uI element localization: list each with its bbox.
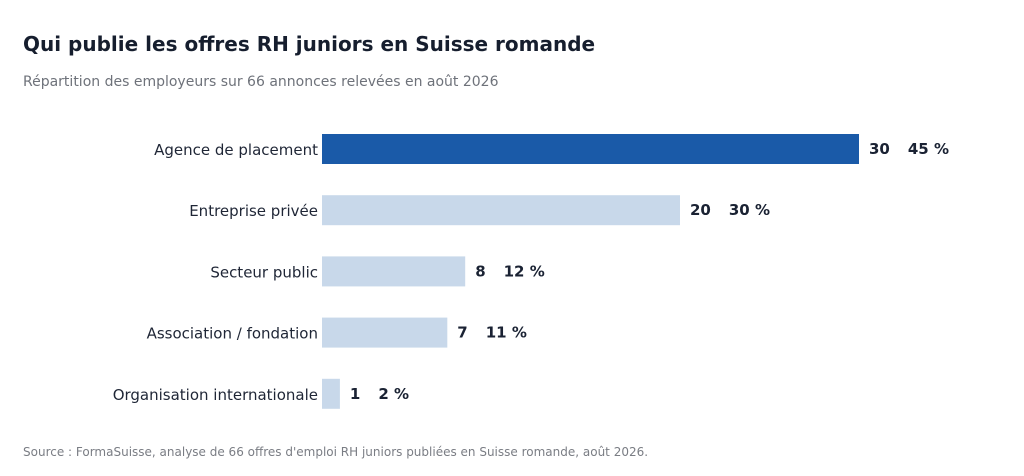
value-label-entreprise-privee: 20	[690, 201, 711, 219]
category-label-secteur-public: Secteur public	[210, 263, 318, 281]
bar-association-fondation	[322, 317, 448, 348]
bar-organisation-internationale	[322, 378, 340, 409]
value-label-organisation-internationale: 1	[350, 385, 360, 403]
category-label-organisation-internationale: Organisation internationale	[113, 386, 318, 404]
percent-label-agence-de-placement: 45 %	[908, 140, 949, 158]
bar-secteur-public	[322, 256, 466, 287]
bar-entreprise-privee	[322, 195, 680, 226]
percent-label-entreprise-privee: 30 %	[729, 201, 770, 219]
category-label-agence-de-placement: Agence de placement	[154, 141, 318, 159]
percent-label-association-fondation: 11 %	[486, 324, 527, 342]
bar-agence-de-placement	[322, 134, 859, 164]
category-label-association-fondation: Association / fondation	[147, 325, 318, 343]
source-note: Source : FormaSuisse, analyse de 66 offr…	[23, 445, 649, 459]
value-label-secteur-public: 8	[475, 262, 485, 280]
percent-label-organisation-internationale: 2 %	[378, 385, 409, 403]
chart-title: Qui publie les offres RH juniors en Suis…	[23, 32, 596, 56]
percent-label-secteur-public: 12 %	[504, 262, 545, 280]
chart-subtitle: Répartition des employeurs sur 66 annonc…	[23, 74, 499, 90]
value-label-association-fondation: 7	[457, 324, 467, 342]
category-label-entreprise-privee: Entreprise privée	[189, 202, 318, 220]
value-label-agence-de-placement: 30	[869, 140, 890, 158]
